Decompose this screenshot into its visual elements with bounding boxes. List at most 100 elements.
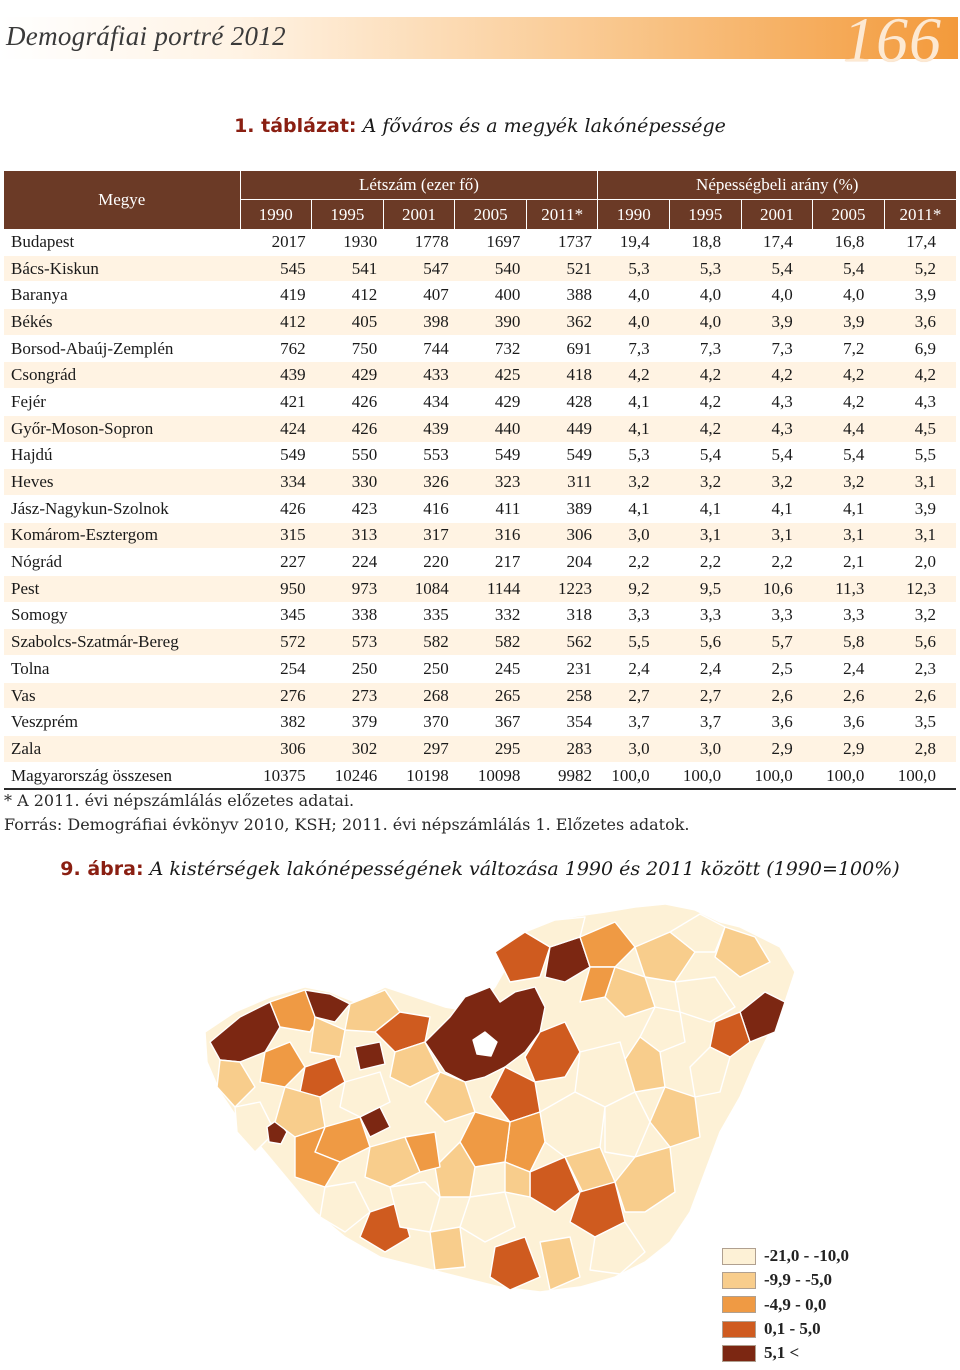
population-cell: 582 [383,628,455,656]
population-cell: 732 [454,335,527,363]
share-cell: 4,1 [669,495,742,523]
population-cell: 440 [454,415,527,443]
legend-item: -21,0 - -10,0 [722,1244,849,1268]
population-cell: 1778 [383,229,455,256]
population-cell: 306 [526,522,598,550]
population-cell: 405 [311,308,384,336]
header-row-groups: Megye Létszám (ezer fő) Népességbeli ará… [4,171,956,229]
share-cell: 100,0 [741,762,813,791]
share-cell: 3,5 [884,708,956,737]
population-cell: 268 [383,682,455,710]
map-region [689,1046,731,1098]
table-caption-number: 1. táblázat: [234,115,357,137]
share-cell: 5,4 [669,442,742,470]
share-cell: 3,3 [812,602,885,630]
population-cell: 425 [454,361,527,390]
population-cell: 1697 [454,229,527,256]
county-name: Magyarország összesen [4,762,240,791]
share-cell: 9,5 [669,575,742,603]
population-cell: 389 [526,495,598,523]
share-cell: 2,2 [597,548,670,576]
population-cell: 400 [454,281,527,310]
share-cell: 4,2 [669,361,742,390]
share-cell: 3,6 [884,308,956,336]
population-cell: 419 [240,281,312,310]
map-region [579,966,616,1003]
share-cell: 4,1 [597,495,670,523]
county-name: Pest [4,575,240,603]
population-cell: 411 [454,495,527,523]
population-cell: 334 [240,468,312,496]
legend-swatch [722,1344,756,1362]
county-name: Heves [4,468,240,496]
share-cell: 3,2 [669,468,742,496]
population-cell: 317 [383,522,455,550]
share-cell: 3,9 [884,495,956,523]
year-header: 2011* [883,199,956,229]
map-region [216,1059,256,1108]
population-cell: 311 [526,468,598,496]
table-row: Heves 334 330 326 323 311 3,2 3,2 3,2 3,2 3,1 [4,468,956,496]
share-cell: 2,7 [597,682,670,710]
share-cell: 2,8 [884,735,956,763]
map-region [524,1021,581,1083]
map-region [589,1221,646,1275]
footnote: * A 2011. évi népszámlálás előzetes adat… [4,791,355,810]
share-cell: 4,2 [669,415,742,443]
population-cell: 315 [240,522,312,550]
map-region [309,1016,346,1058]
share-cell: 4,0 [669,281,742,310]
population-cell: 2017 [240,229,312,256]
share-cell: 5,6 [884,628,956,656]
population-cell: 318 [526,602,598,630]
share-cell: 100,0 [884,762,956,791]
share-cell: 5,4 [812,255,885,283]
population-cell: 316 [454,522,527,550]
legend-label: 5,1 < [764,1343,800,1363]
share-cell: 4,2 [741,361,813,390]
map-legend: -21,0 - -10,0 -9,9 - -5,0 -4,9 - 0,0 0,1 - … [722,1244,849,1365]
table-row: Szabolcs-Szatmár-Bereg 572 573 582 582 562 5,5… [4,628,956,656]
map-region [304,989,351,1023]
share-cell: 3,9 [812,308,885,336]
share-cell: 2,4 [812,655,885,683]
share-cell: 5,5 [884,442,956,470]
figure-caption: 9. ábra: A kistérségek lakónépességének … [0,858,960,880]
share-cell: 11,3 [812,575,885,603]
share-cell: 4,3 [884,388,956,416]
map-region [429,1226,466,1271]
share-cell: 5,2 [884,255,956,283]
table-caption: 1. táblázat: A főváros és a megyék lakón… [0,115,960,137]
population-cell: 421 [240,388,312,416]
share-cell: 4,1 [597,415,670,443]
county-name: Tolna [4,655,240,683]
table-body: Budapest 2017 1930 1778 1697 1737 19,4 18,8 17,4… [4,229,956,791]
share-cell: 2,4 [597,655,670,683]
population-cell: 204 [526,548,598,576]
population-cell: 379 [311,708,384,737]
population-cell: 1084 [383,575,455,603]
share-cell: 4,3 [741,415,813,443]
population-cell: 750 [311,335,384,363]
map-region [604,1091,651,1158]
map-region [374,1011,431,1053]
county-name: Baranya [4,281,240,310]
population-cell: 10198 [383,762,455,791]
share-cell: 7,3 [597,335,670,363]
page-number: 166 [843,4,942,75]
population-cell: 283 [526,735,598,763]
population-cell: 691 [526,335,598,363]
population-cell: 254 [240,655,312,683]
table-row: Békés 412 405 398 390 362 4,0 4,0 3,9 3,9 3,6 [4,308,956,336]
table-row: Veszprém 382 379 370 367 354 3,7 3,7 3,6 3,6 3,5 [4,708,956,737]
share-cell: 4,1 [597,388,670,416]
table-row: Hajdú 549 550 553 549 549 5,3 5,4 5,4 5,4 5,5 [4,442,956,470]
map-region [524,916,586,948]
population-cell: 10375 [240,762,312,791]
population-cell: 950 [240,575,312,603]
table-row: Jász-Nagykun-Szolnok 426 423 416 411 389 4,1 4,… [4,495,956,523]
map-region [319,1181,371,1233]
table-total-row: Magyarország összesen 10375 10246 10198 1009… [4,762,956,791]
page-header: Demográfiai portré 2012 166 [0,4,958,75]
county-name: Vas [4,682,240,710]
